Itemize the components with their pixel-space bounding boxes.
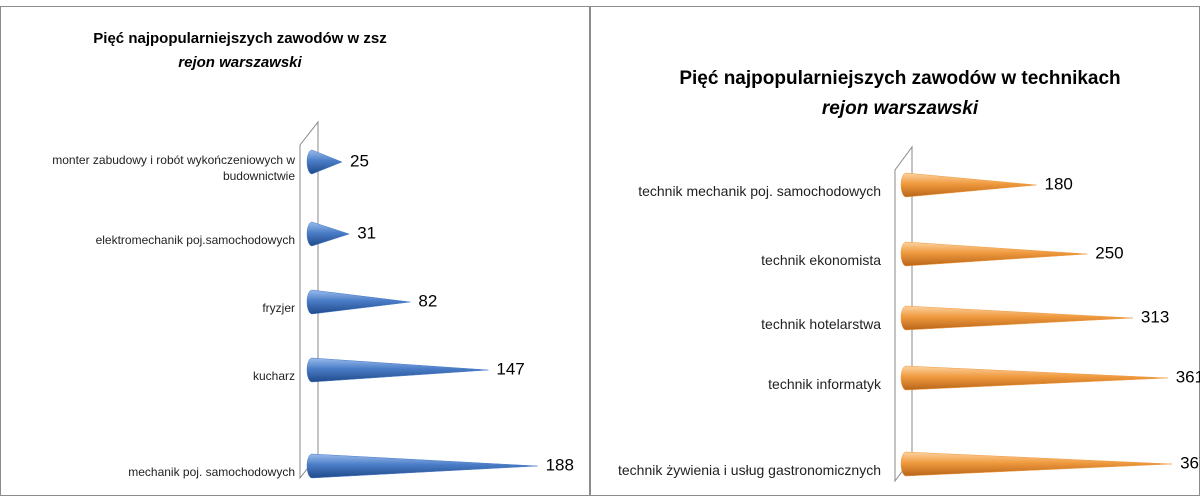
- value-label: 250: [1095, 243, 1123, 262]
- category-label: fryzjer: [262, 301, 295, 315]
- category-label: mechanik poj. samochodowych: [128, 465, 295, 479]
- chart-title: Pięć najpopularniejszych zawodów w techn…: [679, 68, 1121, 89]
- category-label: technik hotelarstwa: [761, 315, 881, 332]
- cone: [900, 365, 1168, 391]
- category-label: kucharz: [252, 369, 295, 383]
- cone: [900, 305, 1133, 331]
- category-label: technik ekonomista: [761, 251, 881, 268]
- cone: [900, 451, 1173, 477]
- category-label: technik mechanik poj. samochodowych: [638, 182, 881, 199]
- category-label: elektromechanik poj.samochodowych: [95, 233, 295, 247]
- value-label: 188: [546, 455, 574, 474]
- value-label: 25: [350, 151, 369, 170]
- value-label: 180: [1045, 174, 1073, 193]
- chart-subtitle: rejon warszawski: [178, 54, 302, 71]
- chart-title: Pięć najpopularniejszych zawodów w zsz: [93, 30, 387, 47]
- cone: [306, 453, 538, 479]
- value-label: 31: [357, 223, 376, 242]
- category-label: technik informatyk: [768, 375, 881, 392]
- value-label: 361: [1176, 367, 1200, 386]
- value-label: 313: [1141, 307, 1169, 326]
- value-label: 367: [1180, 453, 1200, 472]
- cone: [306, 149, 343, 175]
- category-label: monter zabudowy i robót wykończeniowych …: [52, 153, 295, 184]
- cone: [306, 221, 351, 247]
- chart-panel: [0, 6, 590, 496]
- category-label: technik żywienia i usług gastronomicznyc…: [617, 461, 881, 478]
- value-label: 147: [496, 359, 524, 378]
- cone: [306, 357, 489, 383]
- chart-subtitle: rejon warszawski: [821, 98, 979, 120]
- cone: [900, 241, 1088, 267]
- cone: [306, 289, 411, 315]
- value-label: 82: [418, 291, 437, 310]
- cone: [900, 172, 1037, 198]
